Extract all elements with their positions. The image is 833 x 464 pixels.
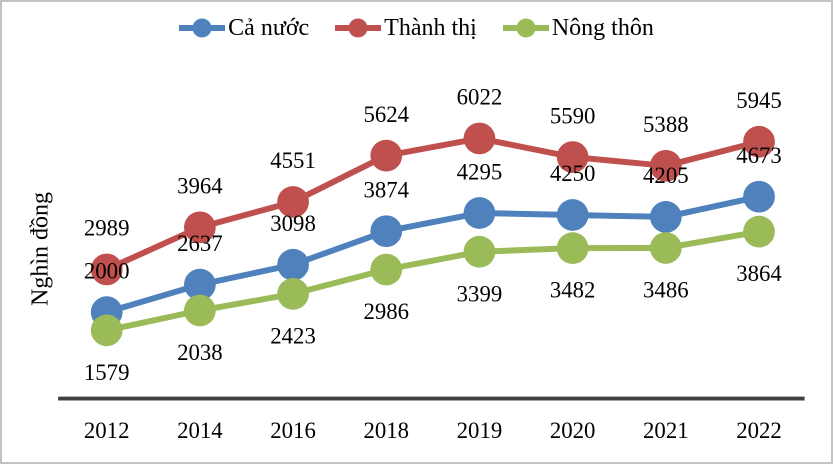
data-point-marker (184, 211, 216, 244)
x-tick-label-2012: 2012 (84, 418, 130, 443)
data-point-marker (184, 268, 216, 301)
data-label: 3864 (736, 261, 782, 286)
data-point-marker (556, 141, 589, 173)
data-point-marker (743, 215, 775, 248)
data-label: 3486 (643, 278, 689, 303)
data-point-marker (370, 215, 403, 248)
data-label: 5624 (363, 102, 409, 127)
data-label: 4551 (270, 148, 316, 173)
x-tick-label-2020: 2020 (550, 418, 596, 443)
legend-label: Thành thị (384, 15, 477, 41)
legend-line-marker-icon (502, 18, 549, 38)
data-label: 2986 (363, 299, 409, 324)
legend-line-marker-icon (335, 18, 382, 38)
legend-line-marker-icon (179, 18, 226, 38)
data-point-marker (277, 186, 309, 218)
data-label: 4673 (736, 143, 782, 168)
legend-label: Cả nước (228, 15, 310, 41)
legend-label: Nông thôn (551, 15, 654, 41)
data-point-marker (90, 314, 123, 347)
data-label: 3874 (363, 178, 409, 203)
data-label: 2989 (84, 216, 130, 241)
data-label: 5945 (736, 88, 782, 113)
x-tick-label-2014: 2014 (177, 418, 223, 443)
data-point-marker (649, 149, 682, 182)
data-point-marker (463, 235, 496, 268)
data-label: 5388 (643, 112, 689, 137)
x-tick-label-2019: 2019 (457, 418, 503, 443)
legend-item-0: Cả nước (179, 16, 309, 40)
data-point-marker (184, 294, 216, 327)
data-label: 2038 (177, 340, 223, 365)
data-point-marker (370, 139, 403, 172)
data-point-marker (649, 201, 682, 233)
data-point-marker (370, 253, 403, 286)
data-label: 2423 (270, 323, 316, 348)
data-point-marker (556, 232, 589, 265)
data-label: 3399 (457, 281, 503, 306)
x-tick-label-2022: 2022 (736, 418, 782, 443)
data-label: 3964 (177, 174, 223, 199)
data-point-marker (463, 197, 496, 229)
legend: Cả nước Thành thị Nông thôn (2, 16, 831, 40)
data-label: 1579 (84, 360, 130, 385)
data-point-marker (743, 180, 775, 213)
data-point-marker (277, 278, 309, 310)
data-point-marker (649, 232, 682, 264)
data-label: 2000 (84, 258, 130, 283)
data-label: 4295 (457, 159, 503, 184)
data-label: 4250 (550, 161, 596, 186)
data-label: 6022 (457, 85, 503, 110)
data-label: 4205 (643, 163, 689, 188)
data-label: 2637 (177, 231, 223, 256)
data-label: 5590 (550, 103, 596, 128)
x-tick-label-2016: 2016 (270, 418, 316, 443)
data-point-marker (277, 248, 309, 281)
data-label: 3098 (270, 211, 316, 236)
data-label: 3482 (550, 278, 596, 303)
data-point-marker (90, 253, 123, 286)
x-tick-label-2021: 2021 (643, 418, 689, 443)
data-point-marker (463, 122, 496, 155)
data-point-marker (556, 199, 589, 231)
legend-item-1: Thành thị (335, 16, 477, 40)
x-tick-label-2018: 2018 (363, 418, 409, 443)
data-point-marker (743, 125, 775, 158)
legend-item-2: Nông thôn (502, 15, 654, 41)
